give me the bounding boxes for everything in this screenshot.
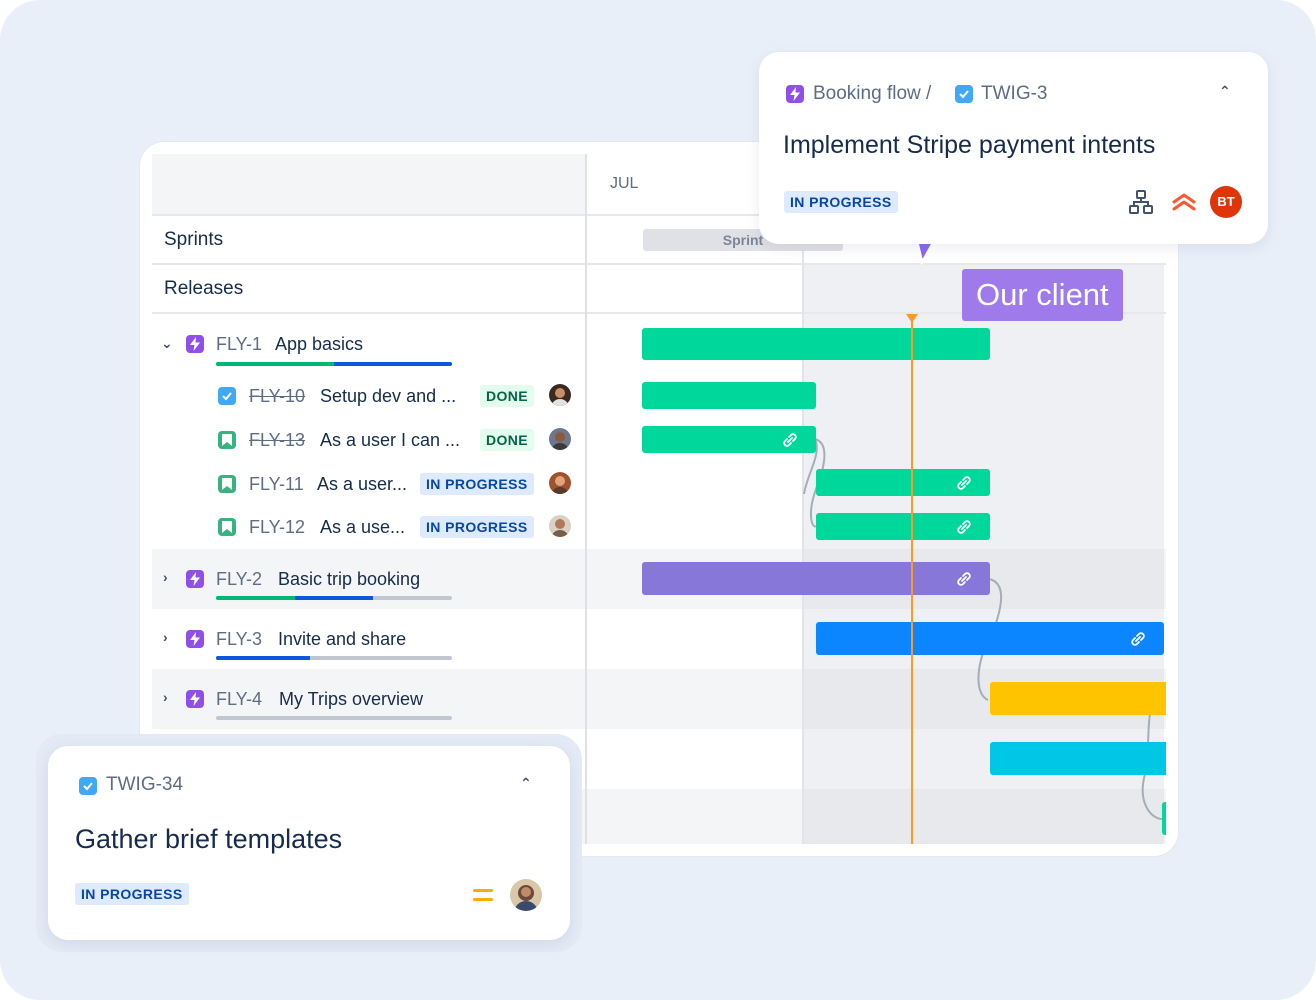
link-icon [957, 571, 971, 586]
gantt-bar-fly-12[interactable] [816, 513, 990, 540]
issue-title[interactable]: App basics [275, 334, 364, 354]
task-icon [218, 387, 236, 405]
gantt-bar-fly-10[interactable] [642, 382, 816, 409]
month-divider [802, 214, 804, 844]
gantt-bar-fly-3[interactable] [816, 622, 1164, 655]
avatar[interactable] [549, 428, 571, 450]
expand-chevron-icon[interactable]: › [163, 569, 168, 585]
gantt-bar-fly-2[interactable] [642, 562, 990, 595]
status-lozenge-in-progress[interactable]: IN PROGRESS [75, 883, 189, 905]
issue-title[interactable]: Basic trip booking [278, 569, 421, 589]
epic-progress-bar [216, 716, 452, 720]
epic-progress-bar [216, 596, 452, 600]
story-icon [218, 431, 236, 449]
grid-line [152, 214, 1166, 216]
timeline-board: JUL Sprints Releases Sprint ⌄ FLY-1 App … [152, 154, 1166, 844]
issue-key[interactable]: FLY-12 [249, 517, 306, 537]
link-icon [957, 475, 971, 490]
gantt-bar-fly-4[interactable] [990, 682, 1166, 715]
story-icon [218, 475, 236, 493]
releases-row-label: Releases [164, 278, 244, 299]
gantt-bar-green-edge[interactable] [1162, 802, 1166, 835]
header-left-blank [152, 154, 586, 214]
popover-title: Gather brief templates [75, 824, 343, 854]
breadcrumb-key[interactable]: TWIG-34 [106, 774, 184, 795]
epic-icon [786, 85, 804, 103]
priority-medium-icon[interactable] [471, 886, 495, 904]
epic-icon [186, 570, 204, 588]
issue-key[interactable]: FLY-3 [216, 629, 263, 649]
issue-key[interactable]: FLY-13 [249, 430, 306, 450]
issue-popover-twig-34[interactable]: TWIG-34 ⌃ Gather brief templates IN PROG… [48, 746, 570, 940]
gantt-bar-fly-13[interactable] [642, 426, 816, 453]
month-label: JUL [610, 175, 639, 192]
grid-line [152, 312, 1166, 314]
issue-title[interactable]: Invite and share [278, 629, 407, 649]
status-lozenge-in-progress[interactable]: IN PROGRESS [420, 516, 534, 538]
gantt-bar-cyan[interactable] [990, 742, 1166, 775]
gantt-bar-fly-1[interactable] [642, 328, 990, 360]
issue-title[interactable]: As a use... [320, 517, 406, 537]
expand-chevron-icon[interactable]: › [163, 629, 168, 645]
issue-key[interactable]: FLY-10 [249, 386, 306, 406]
avatar[interactable] [510, 879, 542, 911]
expand-chevron-icon[interactable]: › [163, 689, 168, 705]
issue-title[interactable]: My Trips overview [279, 689, 424, 709]
collapse-chevron-icon[interactable]: ⌃ [520, 775, 532, 791]
epic-icon [186, 335, 204, 353]
hierarchy-icon[interactable] [1128, 189, 1154, 215]
sprints-row-label: Sprints [164, 229, 224, 250]
column-divider [585, 154, 587, 844]
issue-key[interactable]: FLY-1 [216, 334, 263, 354]
breadcrumb-parent[interactable]: Booking flow / [813, 83, 932, 104]
status-lozenge-done[interactable]: DONE [480, 429, 535, 451]
status-lozenge-in-progress[interactable]: IN PROGRESS [420, 473, 534, 495]
breadcrumb-key[interactable]: TWIG-3 [981, 83, 1048, 104]
today-line [911, 316, 913, 844]
row-stripe [804, 789, 1164, 844]
avatar[interactable] [549, 515, 571, 537]
status-lozenge-in-progress[interactable]: IN PROGRESS [784, 191, 898, 213]
collapse-chevron-icon[interactable]: ⌃ [1219, 83, 1231, 99]
issue-popover-twig-3[interactable]: Booking flow / TWIG-3 ⌃ Implement Stripe… [759, 52, 1268, 244]
issue-title[interactable]: As a user... [317, 474, 408, 494]
epic-progress-bar [216, 362, 452, 366]
priority-highest-icon[interactable] [1171, 190, 1197, 214]
avatar[interactable]: BT [1210, 186, 1242, 218]
epic-icon [186, 690, 204, 708]
issue-key[interactable]: FLY-4 [216, 689, 263, 709]
gantt-bar-fly-11[interactable] [816, 469, 990, 496]
collapse-chevron-icon[interactable]: ⌄ [161, 335, 173, 351]
issue-title[interactable]: As a user I can ... [320, 430, 461, 450]
avatar[interactable] [549, 472, 571, 494]
story-icon [218, 518, 236, 536]
issue-title[interactable]: Setup dev and ... [320, 386, 457, 406]
task-icon [955, 85, 973, 103]
issue-key[interactable]: FLY-11 [249, 474, 304, 494]
issue-key[interactable]: FLY-2 [216, 569, 263, 589]
link-icon [1131, 631, 1145, 646]
link-icon [957, 519, 971, 534]
status-lozenge-done[interactable]: DONE [480, 385, 535, 407]
link-icon [783, 432, 797, 447]
epic-progress-bar [216, 656, 452, 660]
avatar[interactable] [549, 384, 571, 406]
epic-icon [186, 630, 204, 648]
popover-title: Implement Stripe payment intents [783, 131, 1156, 159]
grid-line [152, 263, 1166, 265]
task-icon [79, 777, 97, 795]
client-label-tag: Our client [962, 269, 1123, 321]
today-marker-icon [906, 314, 918, 323]
